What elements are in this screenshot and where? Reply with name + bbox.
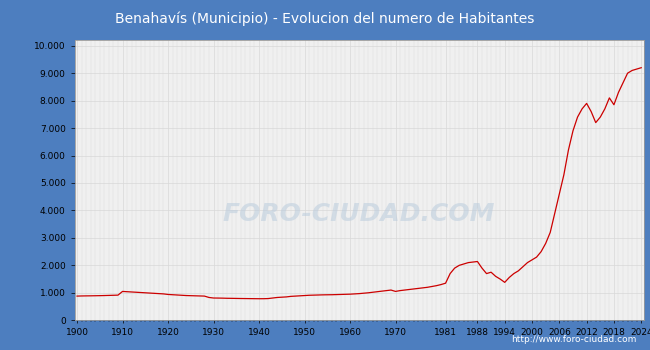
- Text: Benahavís (Municipio) - Evolucion del numero de Habitantes: Benahavís (Municipio) - Evolucion del nu…: [115, 11, 535, 26]
- Text: FORO-CIUDAD.COM: FORO-CIUDAD.COM: [223, 202, 495, 226]
- Text: http://www.foro-ciudad.com: http://www.foro-ciudad.com: [512, 335, 637, 344]
